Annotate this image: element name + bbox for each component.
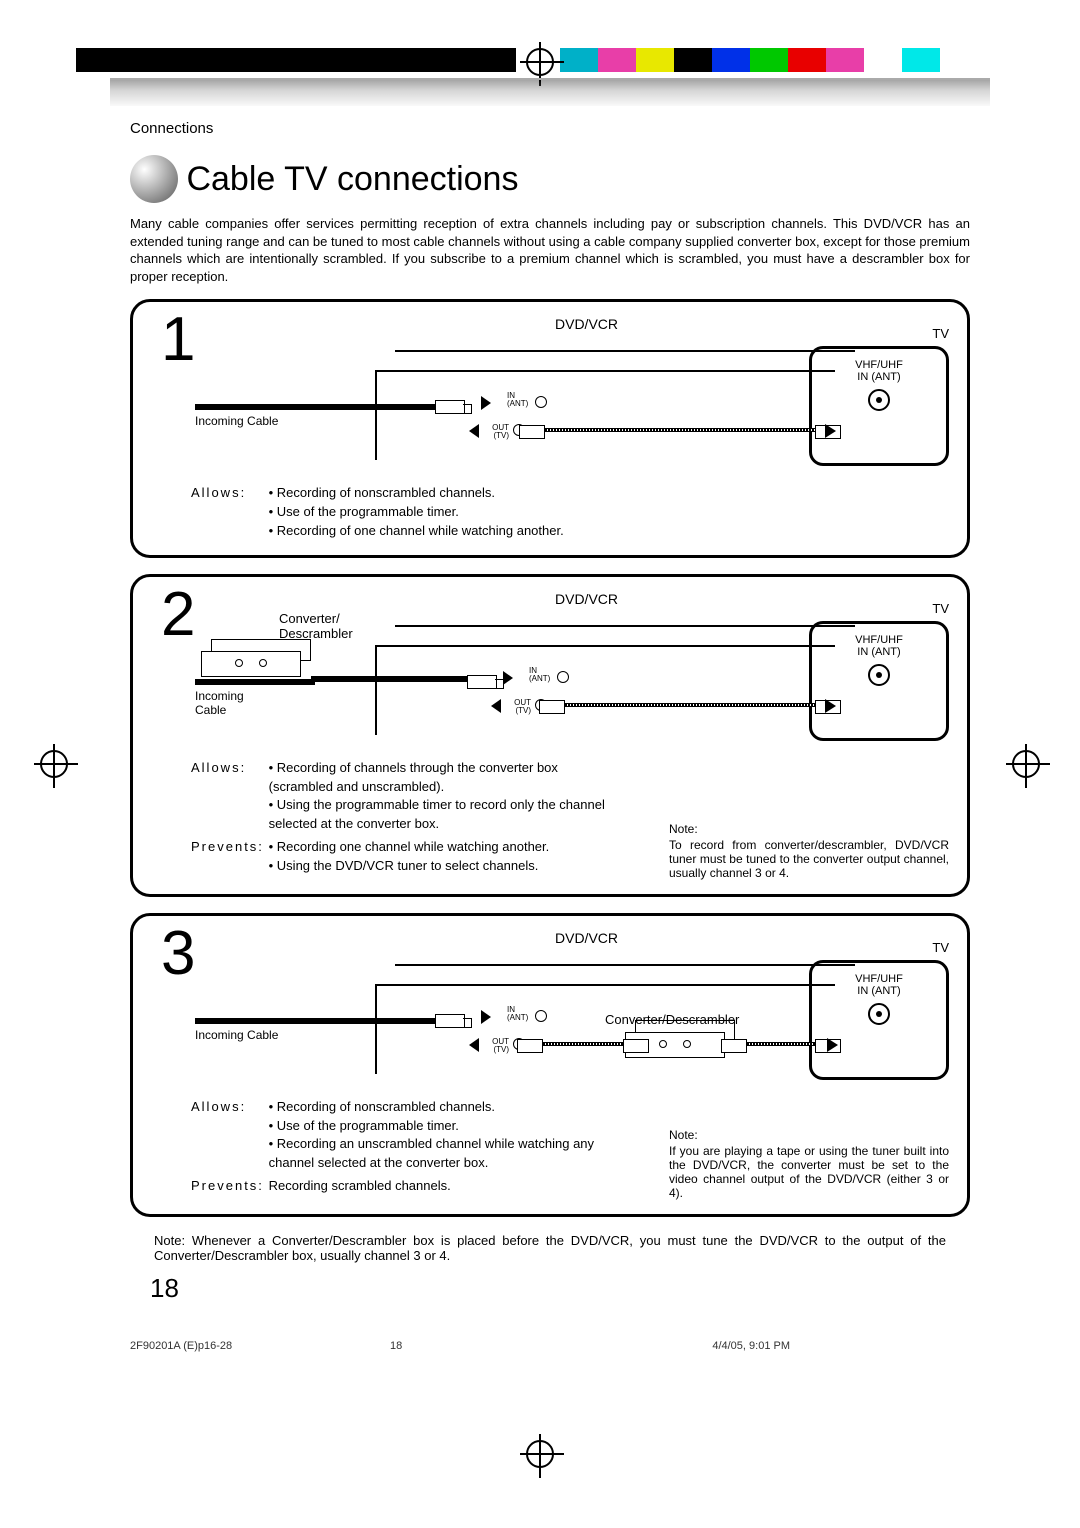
antenna-port-icon	[868, 664, 890, 686]
list-item: Recording one channel while watching ano…	[269, 838, 609, 857]
registration-mark-icon	[1012, 750, 1040, 778]
tv-label: TV	[932, 601, 949, 616]
panel-note: Note: If you are playing a tape or using…	[669, 1128, 949, 1200]
header-gradient	[110, 80, 990, 106]
footer-filename: 2F90201A (E)p16-28	[130, 1340, 232, 1352]
list-item: Using the DVD/VCR tuner to select channe…	[269, 857, 609, 876]
bullet-sphere-icon	[130, 155, 178, 203]
coax-cable-icon	[565, 703, 815, 707]
footer-page: 18	[390, 1340, 402, 1352]
vhf-uhf-label: VHF/UHF	[822, 359, 936, 371]
tv-label: TV	[932, 940, 949, 955]
coax-cable-icon	[747, 1042, 815, 1046]
wiring-diagram: DVD/VCR TV VHF/UHF IN (ANT) Incoming Cab…	[195, 930, 949, 1090]
coax-cable-icon	[545, 428, 815, 432]
connection-panel-2: 2 DVD/VCR Converter/ Descrambler TV VHF/…	[130, 574, 970, 897]
list-item: Use of the programmable timer.	[269, 503, 564, 522]
page-number: 18	[150, 1273, 970, 1304]
list-item: Recording of one channel while watching …	[269, 522, 564, 541]
tv-box-icon: VHF/UHF IN (ANT)	[809, 346, 949, 466]
page-title: Cable TV connections	[186, 160, 518, 199]
in-ant-port-icon: IN (ANT)	[481, 396, 505, 410]
list-item: Recording an unscrambled channel while w…	[269, 1135, 609, 1173]
incoming-cable-label: Incoming Cable	[195, 689, 244, 717]
wiring-diagram: DVD/VCR Converter/ Descrambler TV VHF/UH…	[195, 591, 949, 751]
panel-number: 3	[161, 918, 195, 989]
arrow-right-icon	[825, 699, 836, 713]
panel-note: Note: To record from converter/descrambl…	[669, 822, 949, 880]
list-item: Using the programmable timer to record o…	[269, 796, 609, 834]
intro-paragraph: Many cable companies offer services perm…	[130, 215, 970, 285]
connection-panel-1: 1 DVD/VCR TV VHF/UHF IN (ANT) Incoming C…	[130, 299, 970, 558]
dvd-vcr-box-icon	[375, 330, 855, 460]
panel-number: 1	[161, 304, 195, 375]
tv-box-icon: VHF/UHF IN (ANT)	[809, 621, 949, 741]
page-footnote: Note: Whenever a Converter/Descrambler b…	[154, 1233, 946, 1263]
section-breadcrumb: Connections	[130, 120, 970, 137]
list-item: Recording of nonscrambled channels.	[269, 484, 564, 503]
converter-box-icon	[201, 639, 311, 679]
converter-label: Converter/ Descrambler	[279, 611, 353, 641]
dvd-vcr-box-icon	[375, 944, 855, 1074]
incoming-cable-line	[195, 404, 435, 410]
registration-mark-icon	[526, 48, 554, 76]
cable-segment	[311, 676, 471, 682]
incoming-cable-label: Incoming Cable	[195, 1028, 278, 1042]
coax-cable-icon	[543, 1042, 623, 1046]
cable-connector-icon	[435, 1014, 465, 1028]
footer-timestamp: 4/4/05, 9:01 PM	[712, 1340, 790, 1352]
allows-list: Allows: Recording of nonscrambled channe…	[191, 484, 949, 541]
registration-mark-icon	[40, 750, 68, 778]
list-item: Recording of nonscrambled channels.	[269, 1098, 609, 1117]
cable-connector-icon	[435, 400, 465, 414]
arrow-right-icon	[827, 1038, 838, 1052]
arrow-right-icon	[825, 424, 836, 438]
connection-panel-3: 3 DVD/VCR TV VHF/UHF IN (ANT) Incoming C…	[130, 913, 970, 1217]
antenna-port-icon	[868, 389, 890, 411]
antenna-port-icon	[868, 1003, 890, 1025]
incoming-cable-line	[195, 679, 315, 685]
list-item: Use of the programmable timer.	[269, 1117, 609, 1136]
wiring-diagram: DVD/VCR TV VHF/UHF IN (ANT) Incoming Cab…	[195, 316, 949, 476]
panel-number: 2	[161, 579, 195, 650]
incoming-cable-line	[195, 1018, 435, 1024]
in-ant-label: IN (ANT)	[822, 371, 936, 383]
print-color-bar	[560, 48, 940, 72]
dvd-vcr-box-icon	[375, 605, 855, 735]
tv-label: TV	[932, 326, 949, 341]
page-frame: Connections Cable TV connections Many ca…	[110, 78, 990, 1438]
in-ant-port-icon: IN (ANT)	[503, 671, 527, 685]
list-item: Recording of channels through the conver…	[269, 759, 609, 797]
tv-box-icon: VHF/UHF IN (ANT)	[809, 960, 949, 1080]
in-ant-port-icon: IN (ANT)	[481, 1010, 505, 1024]
cable-connector-icon	[467, 675, 497, 689]
incoming-cable-label: Incoming Cable	[195, 414, 278, 428]
print-black-bar	[76, 48, 516, 72]
registration-mark-icon	[526, 1440, 554, 1468]
